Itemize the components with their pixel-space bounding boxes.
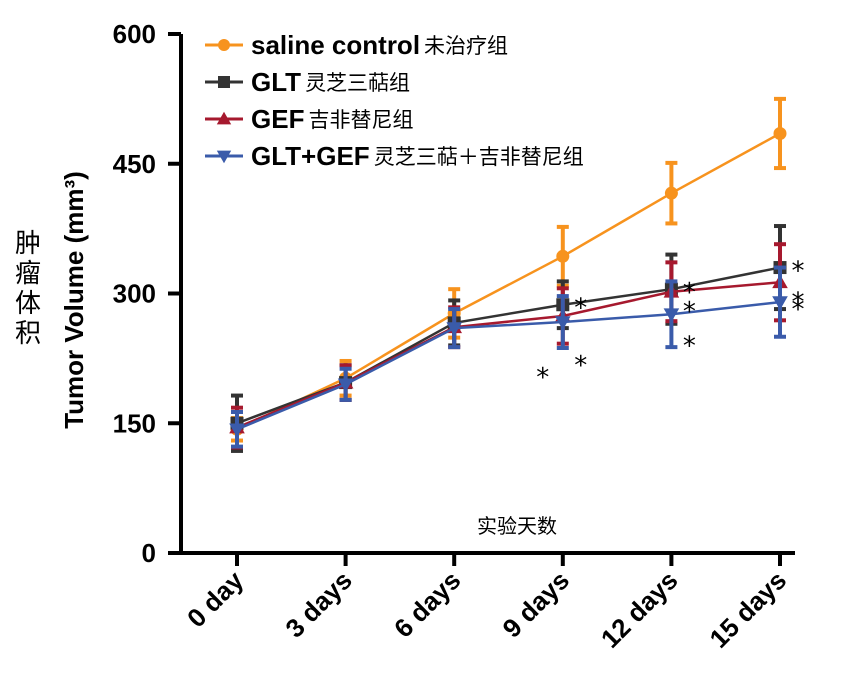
series-line	[236, 281, 781, 429]
legend-label: GLT	[251, 67, 301, 97]
significance-asterisk: *	[574, 294, 587, 324]
x-tick-label: 0 day	[181, 565, 250, 634]
legend-item: GLT+GEF 灵芝三萜＋吉非替尼组	[205, 141, 584, 171]
y-axis-label-cn-char: 体	[15, 289, 41, 319]
y-tick-label: 600	[113, 19, 156, 49]
x-tick-label: 6 days	[388, 565, 466, 643]
series-glt	[230, 224, 787, 453]
legend-item: saline control 未治疗组	[205, 30, 508, 60]
data-point-triangle-down	[772, 296, 788, 310]
data-point-triangle-down	[229, 423, 245, 438]
x-ticks: 0 day 3 days 6 days 9 days 12 days 15 days	[181, 553, 792, 654]
y-ticks: 0 150 300 450 600	[113, 19, 181, 568]
series-glt-gef	[229, 265, 788, 449]
data-point-circle	[664, 186, 678, 200]
significance-asterisk: *	[683, 297, 696, 327]
data-point-triangle-down	[446, 322, 462, 336]
legend-label: GEF	[251, 104, 304, 134]
y-tick-label: 0	[142, 538, 156, 568]
y-axis-label-cn-char: 积	[15, 319, 41, 349]
legend-item: GEF 吉非替尼组	[205, 104, 413, 134]
y-tick-label: 450	[113, 149, 156, 179]
legend-item: GLT 灵芝三萜组	[205, 67, 410, 97]
y-tick-label: 300	[113, 279, 156, 309]
data-point-square	[218, 76, 230, 88]
y-axis-label: Tumor Volume (mm³)	[59, 171, 89, 429]
legend-label-cn: 灵芝三萜＋吉非替尼组	[374, 145, 584, 169]
data-point-circle	[773, 126, 787, 140]
y-axis-label-cn-char: 肿	[15, 229, 41, 259]
x-tick-label: 9 days	[497, 565, 575, 643]
data-point-circle	[556, 249, 570, 263]
series-gef	[229, 242, 788, 450]
legend-label-cn: 未治疗组	[424, 34, 508, 58]
significance-markers: ***** ****	[536, 257, 804, 393]
y-axis-label-cn: 肿瘤体积	[15, 229, 41, 349]
x-axis-label: 实验天数	[477, 514, 557, 538]
series-line	[236, 132, 781, 431]
series-line	[236, 300, 781, 431]
significance-asterisk: *	[683, 278, 696, 308]
legend-label: saline control	[251, 30, 420, 60]
y-axis-label-group: Tumor Volume (mm³) 肿瘤体积	[15, 171, 89, 429]
x-tick-label: 12 days	[595, 565, 684, 654]
legend-label-cn: 吉非替尼组	[308, 108, 413, 132]
data-point-triangle-down	[555, 316, 571, 330]
legend-label: GLT+GEF	[251, 141, 370, 171]
significance-asterisk: *	[792, 295, 805, 325]
y-axis-label-cn-char: 瘤	[15, 259, 41, 289]
x-tick-label: 3 days	[279, 565, 357, 643]
significance-asterisk: *	[792, 287, 805, 317]
legend-label-cn: 灵芝三萜组	[305, 71, 410, 95]
series-line	[236, 266, 781, 425]
x-tick-label: 15 days	[704, 565, 793, 654]
series-layer	[229, 96, 788, 453]
data-point-circle	[218, 39, 230, 51]
significance-asterisk: *	[683, 331, 696, 361]
data-point-triangle-down	[216, 150, 232, 164]
significance-asterisk: *	[574, 351, 587, 381]
significance-asterisk: *	[536, 363, 549, 393]
data-point-triangle-up	[216, 111, 232, 125]
data-point-triangle-down	[663, 308, 680, 323]
y-tick-label: 150	[113, 408, 156, 438]
significance-asterisk: *	[792, 257, 805, 287]
data-point-triangle-down	[337, 378, 354, 393]
